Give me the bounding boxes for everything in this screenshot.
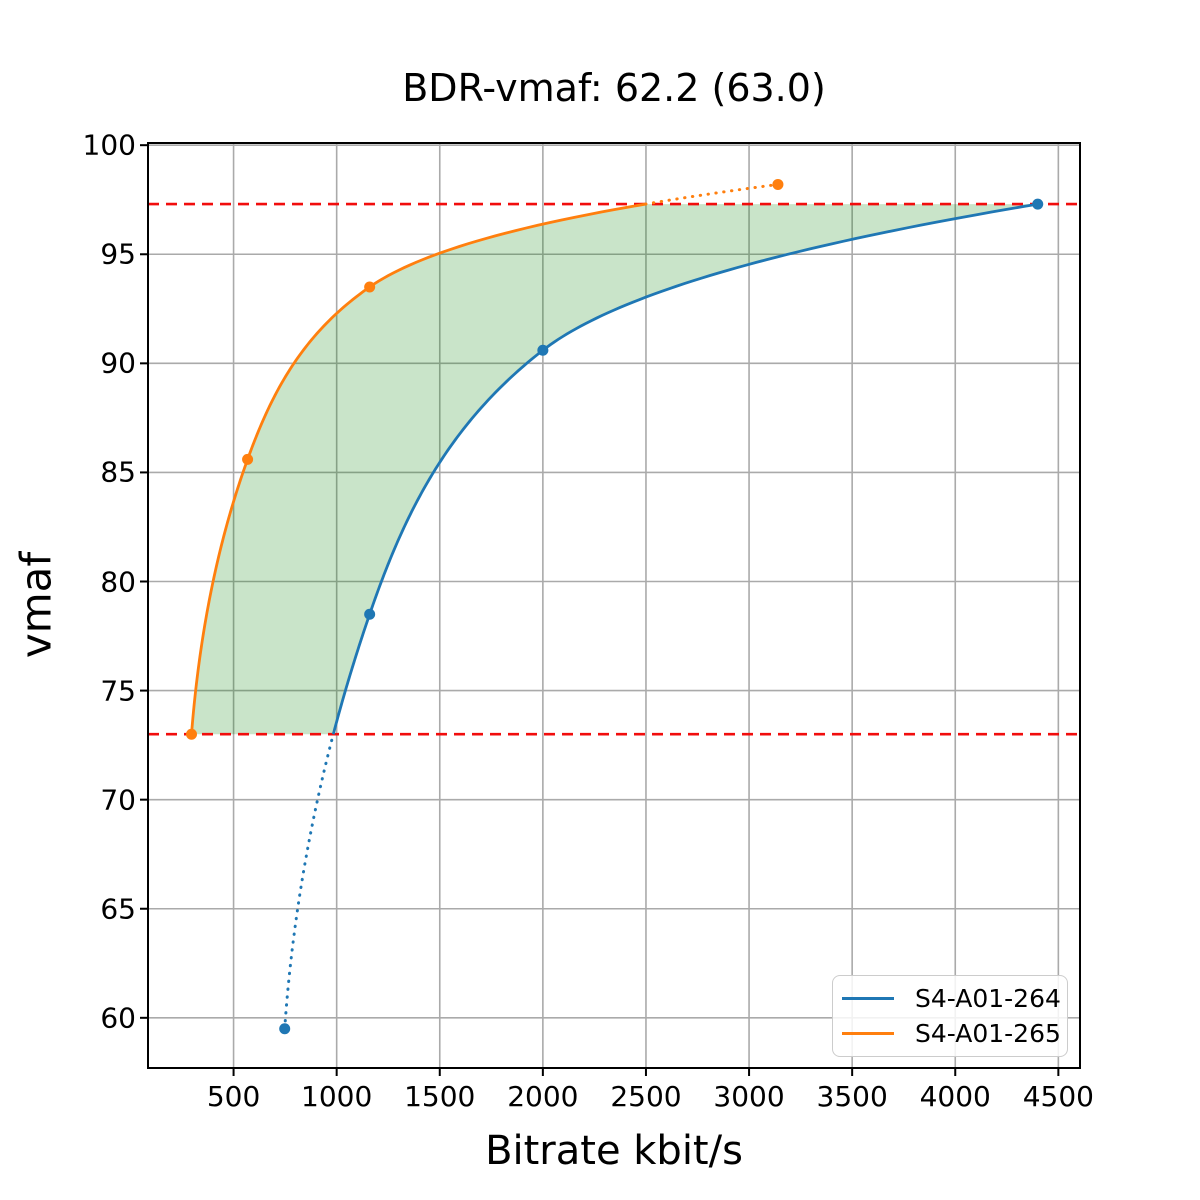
x-tick-label: 3500 xyxy=(816,1080,888,1113)
legend-label-265: S4-A01-265 xyxy=(915,1019,1061,1048)
x-tick-label: 2000 xyxy=(507,1080,579,1113)
x-tick-label: 2500 xyxy=(610,1080,682,1113)
y-axis-label: vmaf xyxy=(11,551,61,659)
x-tick-label: 3000 xyxy=(713,1080,785,1113)
x-tick-label: 1000 xyxy=(301,1080,373,1113)
y-tick-label: 90 xyxy=(100,346,136,380)
data-point-264 xyxy=(279,1023,291,1035)
x-tick-label: 4500 xyxy=(1022,1080,1094,1113)
data-point-264 xyxy=(364,608,376,620)
y-tick-label: 75 xyxy=(100,674,136,708)
data-point-264 xyxy=(537,344,549,356)
x-tick-label: 1500 xyxy=(404,1080,476,1113)
data-point-265 xyxy=(364,281,376,293)
x-axis-label: Bitrate kbit/s xyxy=(485,1128,743,1174)
series-265-curve xyxy=(190,202,646,735)
y-tick-label: 85 xyxy=(100,455,136,489)
series-264-dotted-curve xyxy=(283,732,335,1031)
legend-label-264: S4-A01-264 xyxy=(915,984,1061,1013)
series-264-curve xyxy=(331,202,1038,735)
y-tick-label: 80 xyxy=(100,565,136,598)
data-point-264 xyxy=(1032,198,1044,210)
legend-entry: S4-A01-264 xyxy=(833,984,1067,1013)
y-tick-label: 100 xyxy=(82,128,136,162)
y-tick-label: 60 xyxy=(100,1001,136,1035)
legend-line-sample-265 xyxy=(842,1032,894,1035)
legend-box: S4-A01-264 S4-A01-265 xyxy=(832,975,1068,1057)
legend-line-sample-264 xyxy=(842,997,894,1000)
y-tick-label: 65 xyxy=(100,892,136,926)
x-tick-label: 500 xyxy=(206,1080,261,1113)
data-point-265 xyxy=(772,178,784,190)
legend-entry: S4-A01-265 xyxy=(833,1019,1067,1048)
y-tick-label: 70 xyxy=(100,783,136,817)
data-point-265 xyxy=(242,453,254,465)
bd-rate-shaded-region xyxy=(191,204,1038,735)
data-point-265 xyxy=(186,728,198,740)
axes-spines xyxy=(147,142,1081,1069)
series-265-dotted-curve xyxy=(644,182,780,206)
x-tick-label: 4000 xyxy=(919,1080,991,1113)
y-tick-label: 95 xyxy=(100,237,136,271)
chart-title: BDR-vmaf: 62.2 (63.0) xyxy=(402,66,826,110)
